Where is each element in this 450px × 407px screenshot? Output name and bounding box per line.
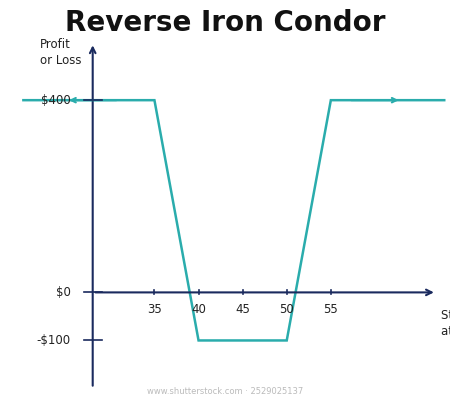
Text: Reverse Iron Condor: Reverse Iron Condor bbox=[65, 9, 385, 37]
Text: 45: 45 bbox=[235, 303, 250, 316]
Text: 55: 55 bbox=[324, 303, 338, 316]
Text: 40: 40 bbox=[191, 303, 206, 316]
Text: -$100: -$100 bbox=[36, 334, 71, 347]
Text: 35: 35 bbox=[147, 303, 162, 316]
Text: Profit
or Loss: Profit or Loss bbox=[40, 38, 81, 67]
Text: $400: $400 bbox=[41, 94, 71, 107]
Text: Stock Price
at Expiration: Stock Price at Expiration bbox=[441, 309, 450, 338]
Text: www.shutterstock.com · 2529025137: www.shutterstock.com · 2529025137 bbox=[147, 387, 303, 396]
Text: 50: 50 bbox=[279, 303, 294, 316]
Text: $0: $0 bbox=[56, 286, 71, 299]
